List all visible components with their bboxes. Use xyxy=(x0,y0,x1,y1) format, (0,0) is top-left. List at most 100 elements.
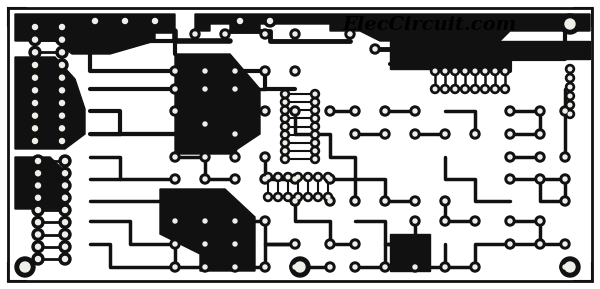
Circle shape xyxy=(62,171,67,176)
Circle shape xyxy=(353,132,357,136)
Circle shape xyxy=(461,84,470,94)
Circle shape xyxy=(276,195,280,199)
Circle shape xyxy=(470,84,479,94)
Circle shape xyxy=(410,196,420,206)
Circle shape xyxy=(62,244,67,249)
Circle shape xyxy=(59,50,65,55)
Circle shape xyxy=(563,177,567,181)
Circle shape xyxy=(304,173,313,181)
Circle shape xyxy=(508,155,512,159)
Circle shape xyxy=(260,262,270,272)
Circle shape xyxy=(283,116,287,120)
Circle shape xyxy=(230,262,240,272)
Circle shape xyxy=(238,18,242,23)
Circle shape xyxy=(470,66,479,75)
Circle shape xyxy=(233,69,237,73)
Circle shape xyxy=(230,239,240,249)
Circle shape xyxy=(286,195,290,199)
Circle shape xyxy=(283,149,287,153)
Circle shape xyxy=(29,110,41,122)
Circle shape xyxy=(35,244,41,249)
Circle shape xyxy=(293,265,297,269)
Circle shape xyxy=(283,125,287,128)
Circle shape xyxy=(56,97,68,109)
Circle shape xyxy=(283,92,287,96)
Circle shape xyxy=(440,196,450,206)
Circle shape xyxy=(508,109,512,113)
Circle shape xyxy=(276,175,280,179)
Circle shape xyxy=(173,69,177,73)
Circle shape xyxy=(263,109,267,113)
Circle shape xyxy=(29,34,41,46)
Circle shape xyxy=(56,72,68,84)
Circle shape xyxy=(32,204,44,216)
Circle shape xyxy=(119,15,131,27)
Circle shape xyxy=(483,87,487,91)
Circle shape xyxy=(413,199,417,203)
Circle shape xyxy=(203,122,207,126)
Circle shape xyxy=(59,138,65,144)
Circle shape xyxy=(325,239,335,249)
Circle shape xyxy=(233,265,237,269)
Circle shape xyxy=(560,174,570,184)
Circle shape xyxy=(568,76,572,80)
Circle shape xyxy=(281,155,290,164)
Circle shape xyxy=(508,219,512,223)
Circle shape xyxy=(313,116,317,120)
Circle shape xyxy=(233,242,237,246)
Circle shape xyxy=(203,242,207,246)
Circle shape xyxy=(493,87,497,91)
Circle shape xyxy=(62,220,67,225)
Circle shape xyxy=(328,199,332,203)
Circle shape xyxy=(59,167,71,179)
Circle shape xyxy=(29,135,41,147)
Circle shape xyxy=(410,106,420,116)
Circle shape xyxy=(32,75,37,80)
Circle shape xyxy=(59,179,71,192)
Circle shape xyxy=(230,129,240,139)
Circle shape xyxy=(290,29,300,39)
Circle shape xyxy=(290,66,300,76)
Text: ElecCircuit.com: ElecCircuit.com xyxy=(343,16,517,34)
Circle shape xyxy=(29,72,41,84)
Circle shape xyxy=(440,262,450,272)
Circle shape xyxy=(353,265,357,269)
Circle shape xyxy=(290,174,300,184)
Circle shape xyxy=(220,29,230,39)
Circle shape xyxy=(568,94,572,98)
Polygon shape xyxy=(15,57,85,149)
Circle shape xyxy=(170,262,180,272)
Circle shape xyxy=(313,125,317,128)
Circle shape xyxy=(29,122,41,134)
Circle shape xyxy=(234,15,246,27)
Circle shape xyxy=(538,109,542,113)
Circle shape xyxy=(500,66,509,75)
Polygon shape xyxy=(15,157,68,209)
Circle shape xyxy=(233,87,237,91)
Circle shape xyxy=(325,196,335,206)
Circle shape xyxy=(565,262,575,272)
Circle shape xyxy=(293,109,297,113)
Circle shape xyxy=(538,155,542,159)
Circle shape xyxy=(56,122,68,134)
Circle shape xyxy=(173,109,177,113)
Circle shape xyxy=(200,152,210,162)
Circle shape xyxy=(306,195,310,199)
Circle shape xyxy=(32,50,37,55)
Circle shape xyxy=(62,208,67,212)
Circle shape xyxy=(152,18,157,23)
Circle shape xyxy=(373,47,377,51)
Circle shape xyxy=(59,204,71,216)
Circle shape xyxy=(59,62,65,68)
Circle shape xyxy=(260,174,270,184)
Circle shape xyxy=(535,239,545,249)
Circle shape xyxy=(451,84,460,94)
Circle shape xyxy=(560,257,580,277)
Circle shape xyxy=(260,216,270,226)
Circle shape xyxy=(281,122,290,131)
Circle shape xyxy=(535,129,545,139)
Circle shape xyxy=(493,69,497,73)
Circle shape xyxy=(326,175,330,179)
Circle shape xyxy=(35,208,41,212)
Polygon shape xyxy=(175,54,260,154)
